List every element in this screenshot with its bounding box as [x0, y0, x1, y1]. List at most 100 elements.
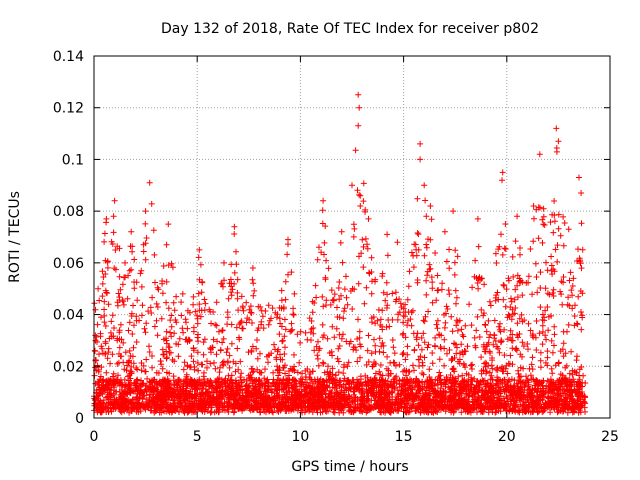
data-point — [249, 343, 256, 350]
data-point — [376, 396, 383, 403]
data-point — [468, 322, 475, 329]
data-point — [502, 303, 509, 310]
data-point — [519, 339, 526, 346]
data-point — [104, 259, 111, 265]
data-point — [233, 248, 239, 255]
data-point — [482, 322, 489, 329]
data-point — [392, 289, 399, 296]
data-point — [544, 348, 551, 355]
data-point — [534, 388, 541, 395]
data-point — [533, 318, 540, 324]
data-point — [330, 296, 337, 303]
data-point — [334, 355, 341, 362]
data-point — [380, 289, 387, 296]
data-point — [99, 268, 106, 275]
data-point — [530, 238, 537, 245]
data-point — [436, 403, 443, 410]
data-point — [276, 331, 283, 338]
data-point — [453, 300, 459, 307]
data-point — [216, 400, 223, 407]
data-point — [212, 365, 219, 372]
data-point — [548, 337, 555, 344]
data-point — [103, 401, 110, 408]
data-point — [489, 389, 496, 395]
data-point — [427, 236, 434, 243]
data-point — [422, 197, 429, 204]
data-point — [325, 265, 332, 272]
data-point — [513, 345, 520, 352]
data-point — [446, 246, 453, 253]
data-point — [494, 364, 501, 371]
data-point — [279, 400, 286, 407]
data-point — [101, 238, 108, 245]
data-point — [461, 362, 468, 368]
data-point — [279, 394, 286, 401]
data-point — [323, 383, 330, 390]
data-point — [573, 369, 580, 376]
data-point — [398, 403, 405, 410]
data-point — [169, 390, 176, 397]
data-point — [255, 303, 262, 310]
data-point — [207, 409, 214, 416]
data-point — [129, 331, 136, 337]
data-point — [544, 377, 551, 384]
data-point — [502, 385, 509, 392]
data-point — [579, 312, 586, 319]
data-point — [168, 333, 175, 340]
data-point — [249, 369, 256, 376]
data-point — [188, 394, 195, 401]
data-point — [536, 393, 542, 400]
data-point — [163, 355, 170, 362]
data-point — [355, 280, 362, 287]
data-point — [568, 393, 575, 400]
data-point — [243, 319, 250, 326]
data-point — [142, 368, 149, 375]
data-point — [246, 306, 253, 313]
data-point — [400, 350, 407, 356]
data-point — [279, 356, 286, 363]
data-point — [133, 379, 140, 386]
data-point — [119, 297, 126, 303]
data-point — [341, 305, 348, 312]
data-point — [336, 383, 343, 390]
data-point — [190, 301, 197, 308]
data-point — [507, 352, 514, 359]
data-point — [223, 349, 230, 356]
data-point — [560, 279, 567, 286]
data-point — [282, 278, 289, 285]
data-point — [247, 309, 254, 316]
data-point — [317, 409, 324, 416]
data-point — [144, 404, 151, 411]
data-point — [356, 191, 363, 198]
data-point — [414, 195, 421, 202]
data-point — [363, 381, 370, 388]
data-point — [213, 322, 220, 329]
data-point — [451, 259, 458, 266]
data-point — [469, 284, 476, 291]
data-point — [94, 321, 101, 328]
data-point — [402, 309, 409, 316]
data-point — [405, 283, 412, 290]
data-point — [254, 355, 261, 362]
data-point — [495, 323, 502, 330]
data-point — [443, 258, 450, 265]
data-point — [537, 304, 544, 311]
data-point — [518, 311, 525, 318]
data-point — [313, 294, 320, 301]
data-point — [296, 359, 303, 366]
data-point — [358, 400, 365, 407]
data-point — [113, 397, 120, 403]
data-point — [444, 306, 451, 312]
data-point — [343, 387, 350, 394]
data-point — [489, 409, 496, 415]
data-point — [275, 372, 282, 379]
data-point — [440, 388, 446, 395]
data-point — [429, 386, 436, 393]
data-point — [194, 349, 201, 356]
data-point — [509, 306, 516, 313]
data-point — [213, 401, 220, 408]
data-point — [246, 401, 253, 408]
data-point — [254, 337, 260, 343]
data-point — [434, 287, 441, 294]
data-point — [365, 404, 372, 411]
